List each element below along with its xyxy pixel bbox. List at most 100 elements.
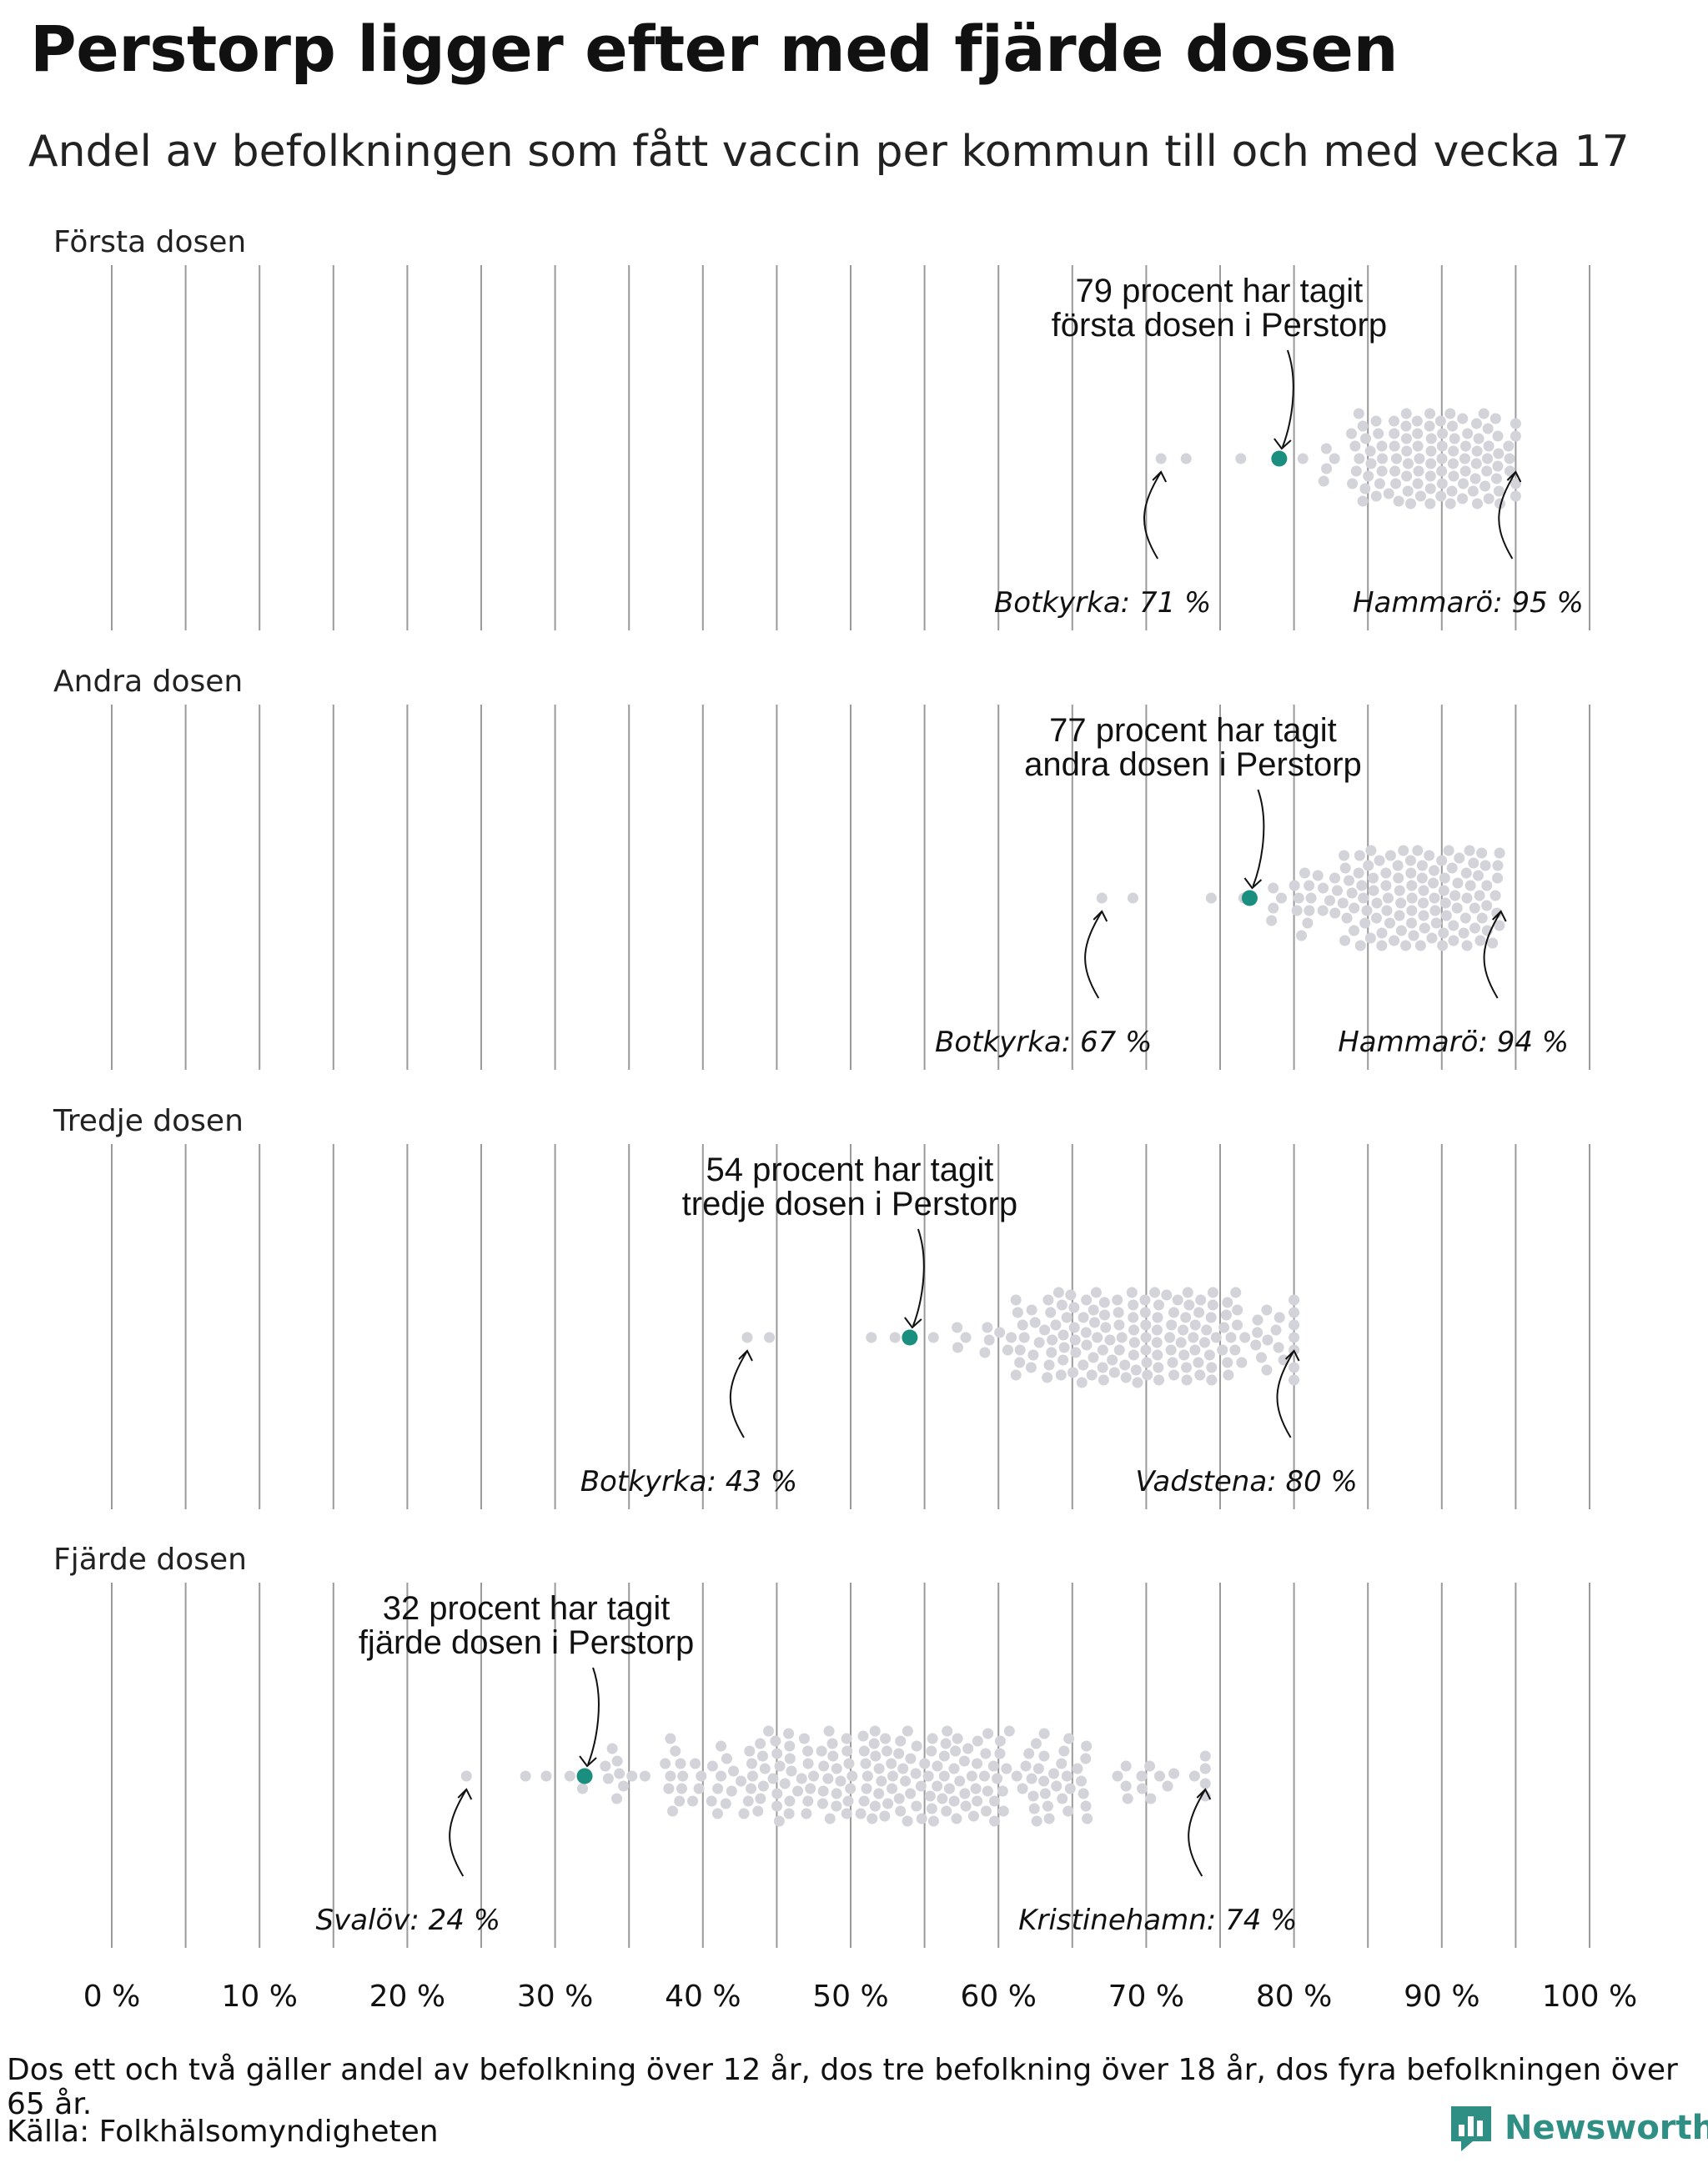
- municipality-dot: [1448, 470, 1459, 482]
- municipality-dot: [869, 1800, 881, 1812]
- municipality-dot: [1492, 460, 1504, 472]
- municipality-dot: [1178, 1349, 1190, 1361]
- municipality-dot: [1230, 1287, 1242, 1298]
- municipality-dot: [1317, 905, 1329, 916]
- municipality-dot: [1373, 428, 1384, 439]
- municipality-dot: [1436, 453, 1448, 464]
- municipality-dot: [1383, 488, 1394, 499]
- municipality-dot: [1339, 862, 1351, 874]
- municipality-dot: [954, 1775, 966, 1787]
- municipality-dot: [861, 1783, 872, 1794]
- municipality-dot: [1452, 877, 1464, 889]
- municipality-dot: [1469, 922, 1481, 934]
- municipality-dot: [1167, 1357, 1178, 1368]
- municipality-dot: [1161, 1289, 1173, 1301]
- municipality-dot: [1026, 1304, 1037, 1316]
- municipality-dot: [1446, 862, 1458, 874]
- municipality-dot: [1026, 1773, 1037, 1784]
- municipality-dot: [1153, 1299, 1164, 1311]
- municipality-dot: [1424, 498, 1436, 509]
- municipality-dot: [670, 1745, 681, 1757]
- municipality-dot: [1033, 1337, 1045, 1348]
- municipality-dot: [1434, 415, 1446, 427]
- municipality-dot: [1080, 1327, 1092, 1338]
- municipality-dot: [1038, 1728, 1050, 1739]
- municipality-dot: [720, 1798, 731, 1809]
- callout-arrowhead: [579, 1755, 597, 1768]
- municipality-dot: [1128, 1312, 1139, 1323]
- municipality-dot: [1464, 880, 1476, 891]
- municipality-dot: [1393, 872, 1404, 884]
- municipality-dots: [460, 1725, 1211, 1827]
- municipality-dot: [746, 1783, 757, 1794]
- municipality-dot: [1155, 453, 1167, 464]
- municipality-dot: [1350, 465, 1362, 477]
- municipality-dot: [1052, 1287, 1064, 1298]
- municipality-dot: [1320, 443, 1332, 454]
- municipality-dot: [982, 1322, 993, 1333]
- municipality-dot: [1165, 1344, 1177, 1356]
- municipality-dot: [1492, 872, 1504, 884]
- municipality-dot: [1376, 440, 1388, 452]
- municipality-dot: [735, 1775, 746, 1787]
- municipality-dot: [1168, 1369, 1180, 1381]
- municipality-dot: [757, 1780, 769, 1792]
- municipality-dot: [1440, 910, 1452, 921]
- municipality-dot: [858, 1745, 870, 1757]
- municipality-dot: [805, 1783, 816, 1794]
- municipality-dot: [1076, 1377, 1088, 1388]
- municipality-dot: [611, 1793, 623, 1804]
- municipality-dot: [846, 1770, 858, 1782]
- municipality-dot: [1195, 1294, 1207, 1306]
- municipality-dot: [1357, 420, 1369, 432]
- municipality-dot: [862, 1770, 873, 1782]
- municipality-dot: [924, 1790, 936, 1802]
- municipality-dot: [1404, 498, 1416, 509]
- municipality-dot: [693, 1783, 705, 1794]
- municipality-dot: [870, 1750, 882, 1762]
- municipality-dot: [1400, 940, 1412, 951]
- municipality-dot: [818, 1760, 830, 1772]
- municipality-dot: [1482, 423, 1494, 434]
- municipality-dot: [1389, 428, 1400, 439]
- municipality-dot: [959, 1788, 971, 1799]
- municipality-dot: [1437, 428, 1449, 439]
- municipality-dot: [639, 1770, 651, 1782]
- x-tick-label: 10 %: [221, 1980, 297, 2014]
- municipality-dot: [1459, 453, 1470, 464]
- municipality-dot: [1205, 1312, 1217, 1323]
- panel-label: Tredje dosen: [53, 1104, 244, 1138]
- municipality-dot: [1070, 1347, 1082, 1358]
- municipality-dot: [1180, 1312, 1192, 1323]
- municipality-dot: [1199, 1750, 1211, 1762]
- municipality-dot: [786, 1765, 797, 1777]
- municipality-dot: [1236, 1357, 1248, 1368]
- municipality-dot: [1291, 905, 1303, 916]
- municipality-dot: [1318, 882, 1329, 894]
- municipality-dot: [992, 1773, 1003, 1784]
- municipality-dot: [932, 1760, 943, 1772]
- municipality-dot: [1183, 1299, 1195, 1311]
- municipality-dot: [540, 1770, 552, 1782]
- municipality-dot: [1356, 880, 1368, 891]
- municipality-dot: [1045, 1307, 1057, 1318]
- municipality-dot: [1097, 1344, 1108, 1356]
- municipality-dot: [792, 1785, 804, 1797]
- municipality-dot: [1027, 1349, 1039, 1361]
- municipality-dot: [1061, 1770, 1073, 1782]
- max-label: Hammarö: 95 %: [1353, 586, 1584, 620]
- municipality-dot: [779, 1778, 791, 1789]
- municipality-dot: [1395, 897, 1407, 909]
- newsworthy-logo-icon: [1451, 2106, 1491, 2151]
- municipality-dot: [1436, 478, 1448, 489]
- municipality-dot: [1376, 940, 1388, 951]
- municipality-dot: [1081, 1740, 1093, 1752]
- municipality-dot: [1297, 453, 1309, 464]
- municipality-dot: [606, 1743, 618, 1754]
- municipality-dot: [1384, 850, 1396, 861]
- municipality-dot: [1250, 1339, 1262, 1351]
- municipality-dot: [1175, 1337, 1187, 1348]
- municipality-dot: [1483, 440, 1494, 452]
- municipality-dot: [1268, 882, 1279, 894]
